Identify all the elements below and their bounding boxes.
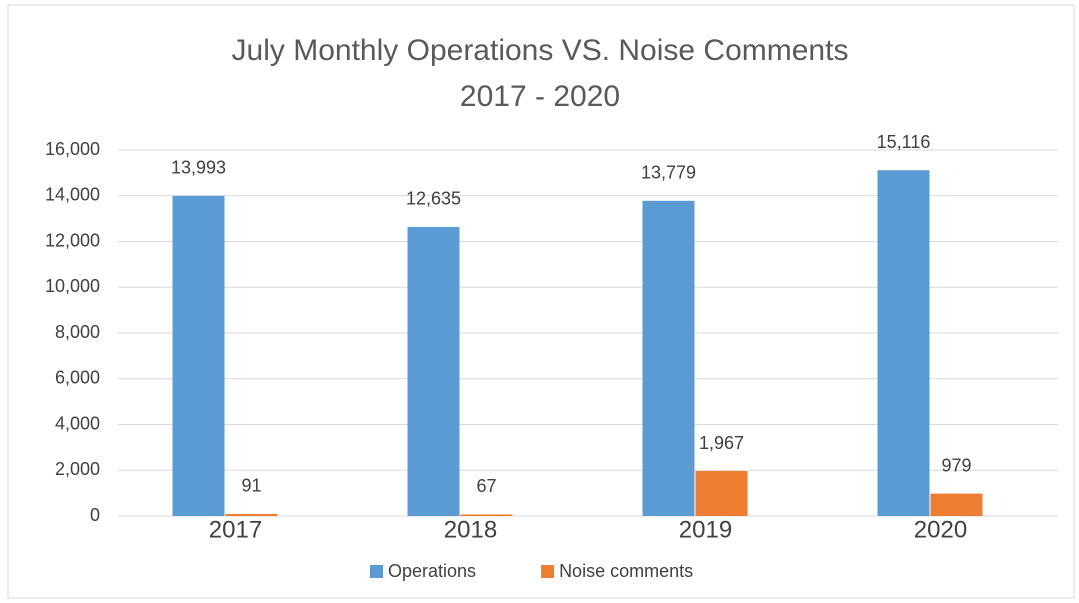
legend-swatch bbox=[370, 565, 383, 578]
x-tick-label: 2020 bbox=[914, 516, 967, 543]
data-label: 15,116 bbox=[877, 132, 931, 152]
legend-label: Noise comments bbox=[559, 561, 693, 581]
bar bbox=[172, 195, 225, 516]
data-label: 13,779 bbox=[641, 163, 696, 183]
data-label: 91 bbox=[241, 476, 261, 496]
y-tick-label: 0 bbox=[90, 505, 100, 525]
data-label: 1,967 bbox=[699, 433, 744, 453]
y-tick-label: 6,000 bbox=[55, 368, 100, 388]
data-label: 67 bbox=[476, 476, 496, 496]
bar bbox=[407, 226, 460, 517]
bar bbox=[695, 471, 748, 516]
y-tick-label: 8,000 bbox=[55, 322, 100, 342]
legend-swatch bbox=[541, 565, 555, 578]
bar bbox=[642, 200, 695, 517]
x-tick-label: 2019 bbox=[679, 516, 732, 543]
y-tick-label: 12,000 bbox=[45, 230, 100, 250]
y-tick-label: 16,000 bbox=[45, 139, 100, 159]
chart-title: 2017 - 2020 bbox=[460, 80, 620, 113]
bar bbox=[877, 170, 930, 516]
data-label: 13,993 bbox=[171, 158, 226, 178]
bar bbox=[930, 493, 983, 516]
bar bbox=[225, 513, 278, 516]
y-tick-label: 4,000 bbox=[55, 413, 100, 433]
y-tick-label: 2,000 bbox=[55, 459, 100, 479]
legend-label: Operations bbox=[388, 561, 476, 581]
y-tick-label: 14,000 bbox=[45, 185, 100, 205]
data-label: 979 bbox=[941, 455, 971, 475]
x-tick-label: 2017 bbox=[209, 516, 262, 543]
x-tick-label: 2018 bbox=[444, 516, 497, 543]
chart-title: July Monthly Operations VS. Noise Commen… bbox=[232, 34, 849, 67]
data-label: 12,635 bbox=[406, 189, 461, 209]
y-tick-label: 10,000 bbox=[45, 276, 100, 296]
bar bbox=[460, 514, 513, 516]
